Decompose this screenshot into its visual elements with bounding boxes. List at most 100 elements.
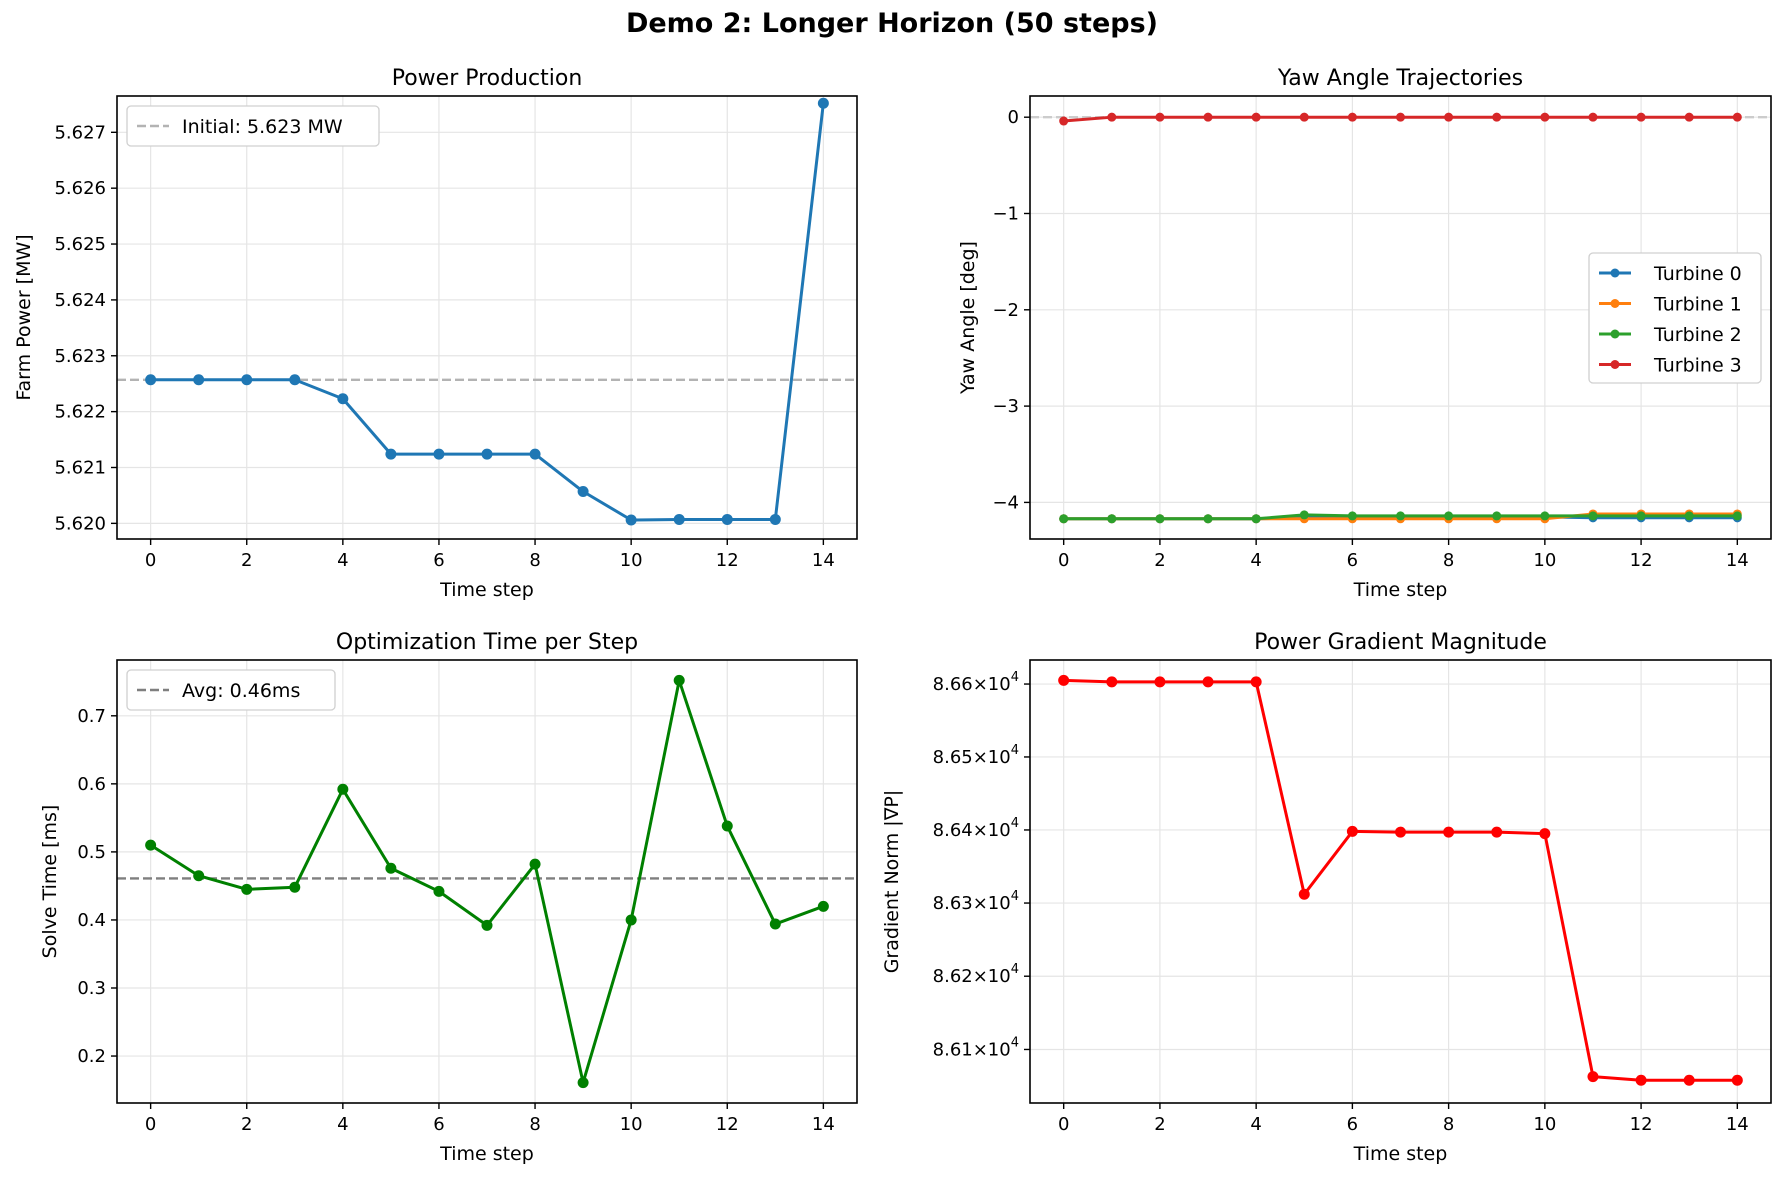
data-point	[1396, 112, 1405, 122]
axes-frame	[1029, 95, 1772, 540]
y-tick-label: 0.4	[77, 910, 106, 931]
y-tick-label: 5.622	[54, 402, 106, 423]
data-point	[529, 858, 541, 870]
data-point	[1540, 112, 1550, 122]
x-tick-label: 8	[529, 1114, 540, 1135]
data-point	[1299, 112, 1309, 122]
figure-title: Demo 2: Longer Horizon (50 steps)	[625, 8, 1159, 39]
x-tick-label: 6	[433, 1114, 444, 1135]
data-point	[1059, 116, 1069, 126]
data-point	[1636, 511, 1646, 521]
x-tick-label: 10	[1533, 550, 1556, 571]
y-tick-exponent: 4	[1011, 1035, 1019, 1050]
chart-panel-2: 0 2 4 6 8 10 12 14 0.2 0.3 0.4 0.5 0.6 0.7 Optimizatio…	[39, 630, 858, 1165]
data-point	[1444, 511, 1454, 521]
x-tick-label: 4	[337, 550, 348, 571]
y-tick-exponent: 4	[1011, 670, 1019, 685]
axes-frame	[116, 95, 858, 540]
legend-marker	[1610, 329, 1620, 339]
x-tick-label: 14	[1726, 550, 1749, 571]
legend-marker	[1610, 268, 1620, 278]
chart-title: Optimization Time per Step	[336, 630, 638, 655]
data-point	[241, 883, 253, 895]
y-axis-label: Farm Power [MW]	[13, 234, 35, 400]
data-point	[1539, 828, 1551, 840]
data-point	[1683, 1074, 1695, 1086]
legend-label: Turbine 3	[1653, 355, 1742, 377]
legend-marker	[1610, 360, 1620, 369]
data-point	[1299, 510, 1309, 520]
data-point	[1396, 511, 1405, 521]
y-tick-label: 8.66×104	[933, 670, 1019, 695]
x-tick-label: 10	[620, 550, 643, 571]
series-line-0	[149, 678, 824, 1085]
y-tick-label: 0.2	[77, 1046, 106, 1067]
axes-frame	[1029, 659, 1772, 1104]
data-point	[145, 374, 157, 386]
data-point	[1540, 511, 1550, 521]
data-point	[385, 448, 397, 460]
legend-label: Turbine 1	[1653, 294, 1742, 316]
y-tick-label: −1	[992, 203, 1019, 224]
data-point	[1636, 112, 1646, 122]
data-point	[241, 374, 253, 386]
y-tick-label: 8.63×104	[933, 889, 1019, 914]
data-point	[289, 881, 301, 893]
y-axis-label: Yaw Angle [deg]	[957, 241, 979, 395]
data-point	[529, 448, 541, 460]
data-point	[193, 870, 205, 882]
data-point	[721, 513, 733, 525]
data-point	[337, 393, 349, 405]
data-point	[337, 783, 349, 795]
legend: Initial: 5.623 MW	[126, 105, 380, 147]
data-point	[625, 914, 637, 926]
y-tick-label: −4	[992, 492, 1019, 513]
y-tick-label: 0.6	[77, 774, 106, 795]
x-tick-label: 4	[1250, 1114, 1261, 1135]
chart-title: Power Gradient Magnitude	[1254, 630, 1547, 655]
data-point	[481, 919, 493, 931]
data-point	[1492, 112, 1502, 122]
data-point	[1444, 112, 1454, 122]
data-point	[1731, 1074, 1743, 1086]
data-point	[673, 513, 685, 525]
y-tick-label: 8.62×104	[933, 962, 1019, 987]
data-point	[1492, 511, 1502, 521]
legend-marker	[1610, 299, 1620, 308]
x-tick-label: 8	[1443, 550, 1454, 571]
y-tick-label: 0.3	[77, 978, 106, 999]
data-point	[145, 839, 157, 851]
y-tick-label: −2	[992, 300, 1019, 321]
x-axis-label: Time step	[439, 1143, 534, 1165]
x-tick-label: 10	[1533, 1114, 1556, 1135]
x-tick-label: 6	[1347, 550, 1358, 571]
x-axis-label: Time step	[439, 579, 534, 601]
data-point	[1203, 112, 1213, 122]
data-point	[1298, 888, 1310, 900]
x-tick-label: 0	[1058, 550, 1069, 571]
x-tick-label: 6	[1347, 1114, 1358, 1135]
data-point	[673, 674, 685, 686]
chart-panel-1: 0 2 4 6 8 10 12 14 0 −1 −2 −3 −4 Yaw Angle Trajectori…	[957, 66, 1772, 601]
legend-box	[126, 669, 336, 711]
x-axis-label: Time step	[1353, 1143, 1448, 1165]
x-tick-label: 6	[433, 550, 444, 571]
x-tick-label: 4	[1250, 550, 1261, 571]
data-point	[1491, 826, 1503, 838]
data-point	[1107, 514, 1117, 524]
x-tick-label: 2	[1154, 1114, 1165, 1135]
data-point	[1684, 511, 1694, 521]
data-point	[1202, 676, 1214, 688]
legend: Turbine 0 Turbine 1 Turbine 2 Turbine 3	[1588, 252, 1762, 384]
data-point	[577, 486, 589, 498]
y-tick-label: −3	[992, 396, 1019, 417]
data-point	[1059, 514, 1069, 524]
x-tick-label: 2	[1154, 550, 1165, 571]
data-point	[1107, 112, 1117, 122]
data-point	[193, 374, 205, 386]
y-tick-label: 0	[1008, 107, 1019, 128]
data-point	[1251, 514, 1261, 524]
data-point	[385, 862, 397, 874]
data-point	[1732, 511, 1742, 521]
